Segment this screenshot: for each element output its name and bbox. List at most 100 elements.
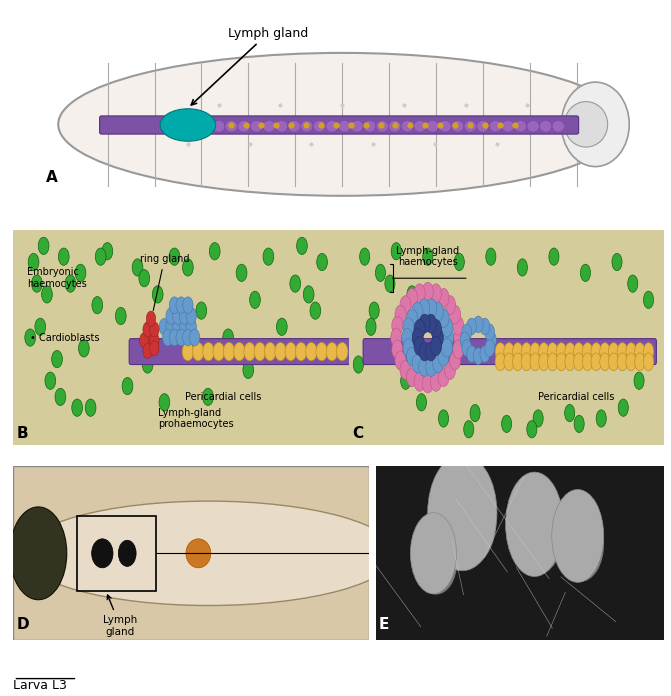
Circle shape bbox=[495, 342, 505, 361]
Circle shape bbox=[480, 346, 490, 363]
Ellipse shape bbox=[414, 120, 426, 132]
FancyBboxPatch shape bbox=[99, 116, 578, 134]
Circle shape bbox=[45, 372, 56, 389]
Circle shape bbox=[169, 329, 180, 346]
Circle shape bbox=[612, 253, 622, 271]
Circle shape bbox=[400, 361, 411, 379]
Circle shape bbox=[513, 353, 523, 371]
Ellipse shape bbox=[502, 120, 514, 132]
Circle shape bbox=[414, 372, 425, 391]
Circle shape bbox=[391, 243, 401, 260]
Circle shape bbox=[430, 337, 442, 356]
Circle shape bbox=[460, 332, 470, 349]
Circle shape bbox=[462, 340, 472, 356]
Circle shape bbox=[326, 342, 338, 361]
Circle shape bbox=[600, 342, 610, 361]
Circle shape bbox=[360, 248, 370, 265]
Circle shape bbox=[556, 342, 566, 361]
Circle shape bbox=[115, 308, 126, 324]
Circle shape bbox=[146, 311, 156, 326]
Text: B: B bbox=[17, 426, 28, 441]
Text: C: C bbox=[352, 426, 363, 441]
Circle shape bbox=[25, 329, 36, 346]
Circle shape bbox=[306, 342, 317, 361]
Ellipse shape bbox=[313, 120, 325, 132]
Circle shape bbox=[574, 342, 584, 361]
Circle shape bbox=[430, 319, 442, 338]
Circle shape bbox=[52, 351, 62, 367]
Circle shape bbox=[425, 314, 436, 333]
Ellipse shape bbox=[401, 120, 413, 132]
Circle shape bbox=[407, 309, 417, 328]
Circle shape bbox=[443, 328, 454, 347]
Circle shape bbox=[464, 420, 474, 438]
Circle shape bbox=[407, 288, 417, 308]
FancyBboxPatch shape bbox=[363, 339, 656, 365]
Circle shape bbox=[401, 372, 411, 389]
Circle shape bbox=[609, 342, 619, 361]
Circle shape bbox=[473, 348, 483, 365]
Ellipse shape bbox=[527, 120, 539, 132]
Circle shape bbox=[412, 328, 423, 347]
Ellipse shape bbox=[439, 120, 452, 132]
Circle shape bbox=[433, 354, 444, 373]
Circle shape bbox=[539, 342, 549, 361]
Text: Pericardial cells: Pericardial cells bbox=[185, 392, 261, 402]
Circle shape bbox=[169, 248, 180, 265]
Circle shape bbox=[454, 253, 464, 271]
Circle shape bbox=[159, 394, 170, 411]
Circle shape bbox=[425, 342, 436, 361]
Circle shape bbox=[142, 356, 153, 373]
Circle shape bbox=[179, 308, 190, 324]
Circle shape bbox=[264, 342, 276, 361]
Circle shape bbox=[527, 420, 537, 438]
Ellipse shape bbox=[186, 539, 211, 568]
Circle shape bbox=[275, 342, 287, 361]
Circle shape bbox=[392, 340, 403, 359]
Circle shape bbox=[159, 318, 170, 335]
Ellipse shape bbox=[426, 120, 439, 132]
Text: Lymph-gland
haemocytes: Lymph-gland haemocytes bbox=[396, 246, 460, 267]
Ellipse shape bbox=[489, 120, 501, 132]
Circle shape bbox=[438, 347, 449, 366]
Circle shape bbox=[354, 356, 364, 373]
Circle shape bbox=[480, 318, 490, 335]
Circle shape bbox=[618, 399, 628, 416]
Text: Lymph-gland
prohaemocytes: Lymph-gland prohaemocytes bbox=[158, 408, 234, 429]
Circle shape bbox=[140, 333, 149, 348]
Circle shape bbox=[337, 342, 348, 361]
Ellipse shape bbox=[511, 491, 564, 575]
Circle shape bbox=[445, 296, 456, 315]
Circle shape bbox=[548, 342, 558, 361]
Circle shape bbox=[72, 399, 83, 416]
Ellipse shape bbox=[557, 507, 604, 582]
Circle shape bbox=[419, 358, 429, 377]
Circle shape bbox=[203, 388, 213, 406]
Ellipse shape bbox=[160, 109, 215, 141]
Ellipse shape bbox=[389, 120, 401, 132]
Ellipse shape bbox=[464, 120, 476, 132]
Circle shape bbox=[565, 353, 575, 371]
Circle shape bbox=[85, 399, 96, 416]
Circle shape bbox=[414, 337, 425, 356]
Circle shape bbox=[626, 353, 636, 371]
Circle shape bbox=[417, 394, 427, 411]
Circle shape bbox=[591, 353, 601, 371]
Circle shape bbox=[548, 353, 558, 371]
Circle shape bbox=[166, 318, 176, 335]
Circle shape bbox=[75, 264, 86, 281]
Circle shape bbox=[635, 342, 645, 361]
Ellipse shape bbox=[263, 120, 275, 132]
Circle shape bbox=[400, 296, 411, 315]
Circle shape bbox=[196, 302, 207, 319]
Ellipse shape bbox=[376, 120, 389, 132]
Circle shape bbox=[55, 388, 66, 406]
Circle shape bbox=[617, 353, 627, 371]
Circle shape bbox=[143, 322, 152, 337]
Circle shape bbox=[193, 342, 204, 361]
Circle shape bbox=[442, 318, 452, 337]
Ellipse shape bbox=[325, 120, 338, 132]
Circle shape bbox=[310, 302, 321, 319]
Ellipse shape bbox=[552, 489, 604, 583]
Ellipse shape bbox=[10, 507, 66, 600]
